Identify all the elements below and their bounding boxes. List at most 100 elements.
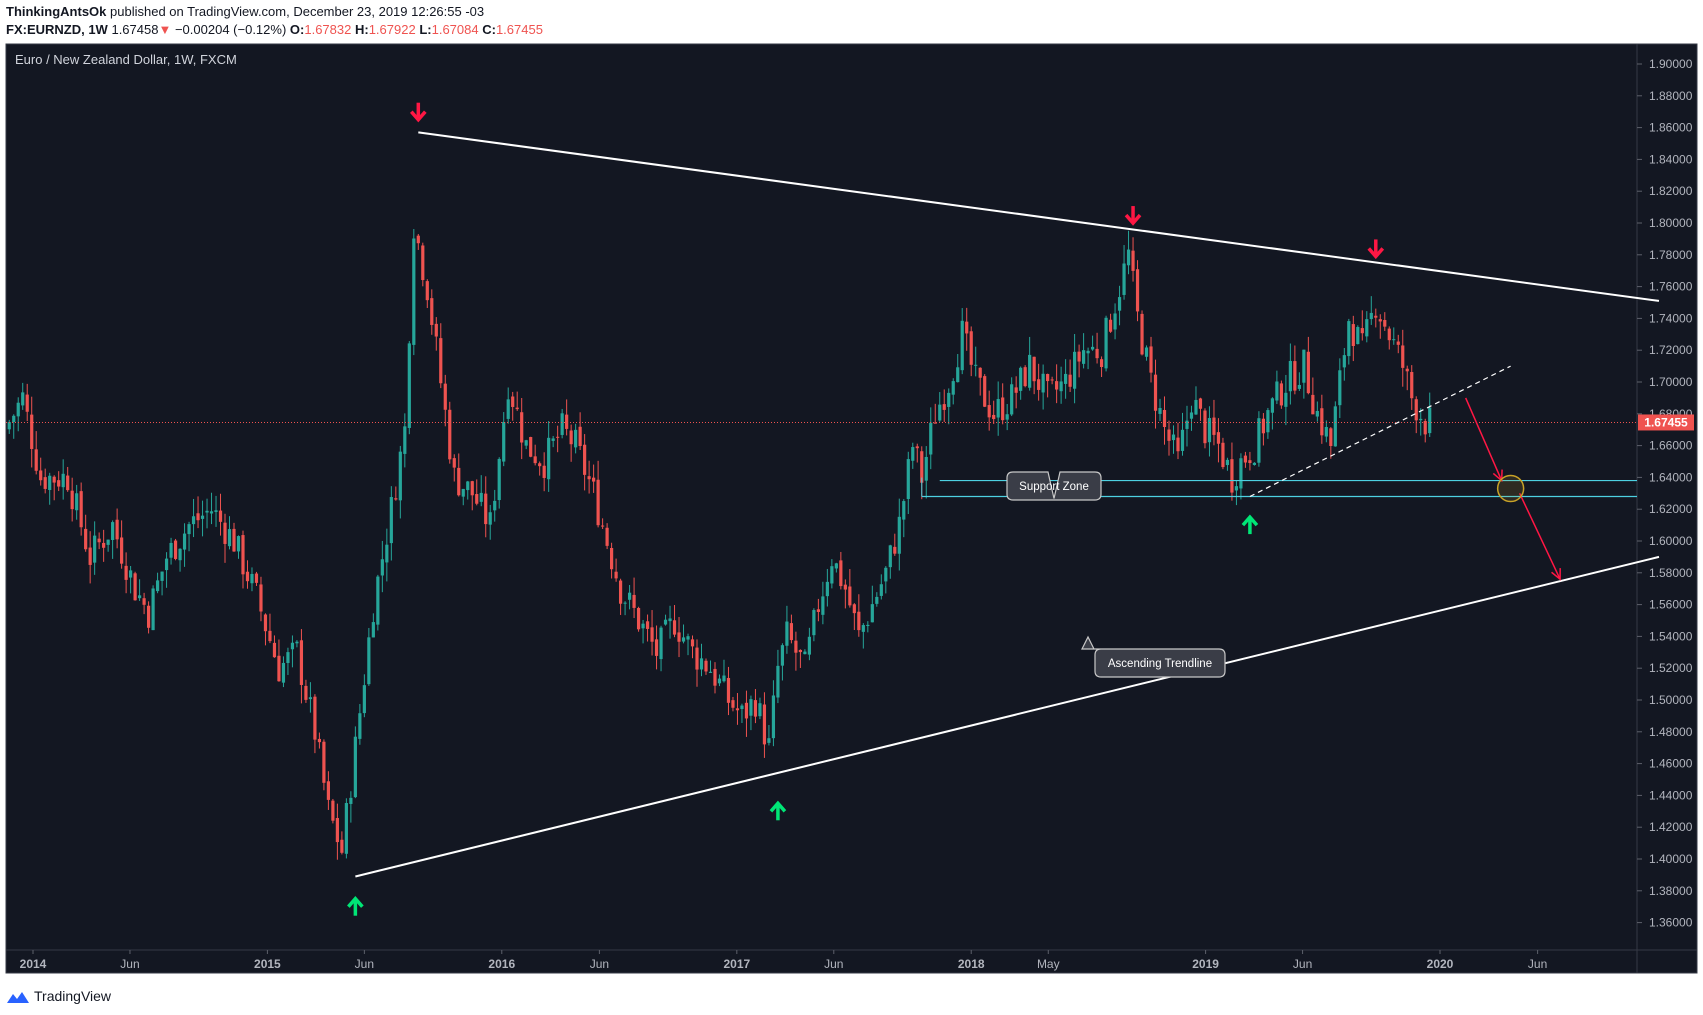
candle-body (1225, 459, 1230, 466)
candle-body (358, 713, 362, 739)
candle-body (1055, 381, 1059, 390)
candle-body (7, 422, 11, 430)
chart-header: ThinkingAntsOk published on TradingView.… (0, 0, 1703, 42)
candle-body (924, 456, 928, 481)
candle-body (425, 281, 429, 301)
candle-body (475, 494, 479, 504)
candle-body (663, 619, 668, 625)
candle-body (556, 436, 560, 438)
candle-body (443, 383, 447, 410)
candle-body (699, 658, 704, 670)
candle-body (1351, 324, 1355, 347)
tradingview-logo-icon[interactable] (6, 990, 30, 1004)
candle-body (1365, 319, 1369, 337)
candle-body (511, 396, 515, 407)
candle-body (362, 685, 366, 714)
candle-body (632, 594, 636, 608)
candle-body (389, 497, 393, 544)
price-chart[interactable]: Euro / New Zealand Dollar, 1W, FXCM 1.90… (0, 42, 1703, 977)
candle-body (1347, 321, 1351, 357)
candle-body (1086, 350, 1090, 354)
candle-body (138, 595, 142, 599)
candle-body (457, 467, 461, 496)
candle-body (618, 580, 623, 604)
candle-body (1081, 350, 1086, 364)
candle-body (394, 498, 398, 500)
candle-body (1257, 418, 1261, 463)
candle-body (1324, 426, 1328, 437)
candle-body (713, 668, 717, 686)
candle-body (43, 477, 47, 489)
ohlc-line: FX:EURNZD, 1W 1.67458▼ −0.00204 (−0.12%)… (6, 22, 543, 37)
support-label-box (1006, 471, 1102, 501)
author-name[interactable]: ThinkingAntsOk (6, 4, 107, 19)
candle-body (1140, 313, 1144, 355)
chart-background (5, 43, 1698, 974)
candle-body (272, 642, 277, 658)
candle-body (812, 610, 816, 636)
candle-body (515, 407, 519, 410)
candle-body (1261, 418, 1266, 434)
symbol-label: FX:EURNZD, 1W (6, 22, 108, 37)
candle-body (308, 697, 313, 700)
time-axis: 2014 Jun 2015 Jun 2016 Jun 2017 Jun 2018 May 2019 J… (20, 950, 1547, 971)
candle-body (434, 323, 438, 337)
candle-body (367, 637, 371, 685)
candle-body (529, 437, 533, 457)
candle-body (398, 451, 402, 501)
candle-body (902, 501, 906, 520)
candle-body (1028, 354, 1032, 388)
candle-body (1414, 399, 1418, 421)
candle-body (250, 573, 254, 584)
candle-body (111, 522, 115, 540)
candle-body (326, 781, 330, 800)
candle-body (888, 545, 892, 568)
candle-body (767, 738, 771, 743)
candle-body (191, 516, 196, 525)
candle-body (879, 584, 883, 596)
candle-body (178, 548, 182, 561)
candle-body (542, 465, 546, 478)
candle-body (232, 528, 236, 552)
x-tick-label: May (1037, 957, 1060, 971)
last-price-tag-label: 1.67455 (1644, 415, 1688, 429)
candle-body (654, 639, 659, 656)
candle-body (488, 512, 492, 525)
candle-body (1064, 373, 1068, 384)
tradingview-brand[interactable]: TradingView (34, 988, 112, 1004)
candle-body (1315, 410, 1319, 417)
candle-body (1176, 437, 1180, 452)
candle-body (627, 592, 632, 600)
candle-body (650, 627, 654, 642)
candle-body (461, 488, 465, 497)
y-tick-label: 1.88000 (1649, 89, 1693, 103)
candle-body (574, 429, 578, 448)
candle-body (164, 558, 169, 571)
ascending-trendline-callout: Ascending Trendline (1081, 635, 1226, 678)
candle-body (1126, 249, 1131, 266)
candle-body (1230, 459, 1234, 493)
candles (7, 229, 1432, 860)
candle-body (920, 451, 924, 483)
candle-body (551, 438, 555, 441)
candle-body (1288, 360, 1292, 392)
candle-body (906, 459, 910, 499)
x-tick-label: Jun (590, 957, 609, 971)
y-tick-label: 1.52000 (1649, 661, 1693, 675)
candle-body (1037, 379, 1041, 390)
candle-body (1207, 418, 1212, 443)
candle-body (1284, 392, 1288, 407)
candle-body (1239, 458, 1243, 489)
swing-high-down-arrow-icon (1124, 206, 1142, 226)
candle-body (834, 563, 838, 569)
candle-body (731, 700, 735, 708)
close-value: 1.67455 (495, 22, 543, 37)
candle-body (771, 695, 776, 739)
candle-body (1293, 361, 1297, 391)
candle-body (146, 605, 151, 628)
candle-body (1149, 346, 1153, 373)
candle-body (596, 479, 600, 526)
candle-body (88, 547, 92, 565)
x-tick-label: Jun (1293, 957, 1312, 971)
candle-body (762, 704, 767, 745)
